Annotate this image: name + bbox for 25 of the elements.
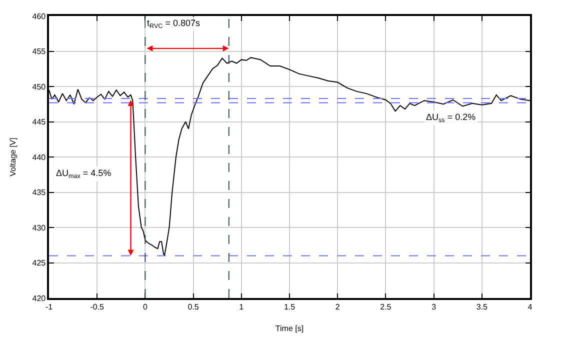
y-tick-label: 430 xyxy=(32,223,46,232)
y-tick-label: 425 xyxy=(32,258,46,268)
y-tick-label: 440 xyxy=(32,152,46,162)
x-axis-title: Time [s] xyxy=(275,324,304,333)
x-tick-label: -1 xyxy=(45,302,54,312)
x-tick-label: 1.5 xyxy=(284,302,296,312)
y-tick-label: 420 xyxy=(32,294,46,303)
annotation: t$_{RVC}$ = 0.807s xyxy=(147,18,200,30)
x-tick-label: -0.5 xyxy=(90,302,105,312)
x-tick-label: 0.5 xyxy=(188,302,200,312)
x-tick-label: 4 xyxy=(528,302,533,312)
y-tick-label: 435 xyxy=(32,188,46,198)
y-tick-label: 455 xyxy=(32,47,46,56)
y-tick-label: 450 xyxy=(32,82,46,92)
x-tick-label: 3.5 xyxy=(476,302,488,312)
x-tick-label: 3 xyxy=(432,302,437,312)
x-tick-label: 2.5 xyxy=(380,302,392,312)
annotation: ΔU$_{max}$ = 4.5% xyxy=(56,168,112,180)
annotation: ΔU$_{ss}$ = 0.2% xyxy=(426,112,476,124)
x-tick-label: 0 xyxy=(142,302,148,312)
y-tick-label: 460 xyxy=(32,12,46,21)
x-tick-label: 1 xyxy=(239,302,244,312)
x-tick-label: 2 xyxy=(335,302,340,312)
y-axis-title: Voltage [V] xyxy=(8,138,18,176)
y-tick-label: 445 xyxy=(32,118,46,127)
